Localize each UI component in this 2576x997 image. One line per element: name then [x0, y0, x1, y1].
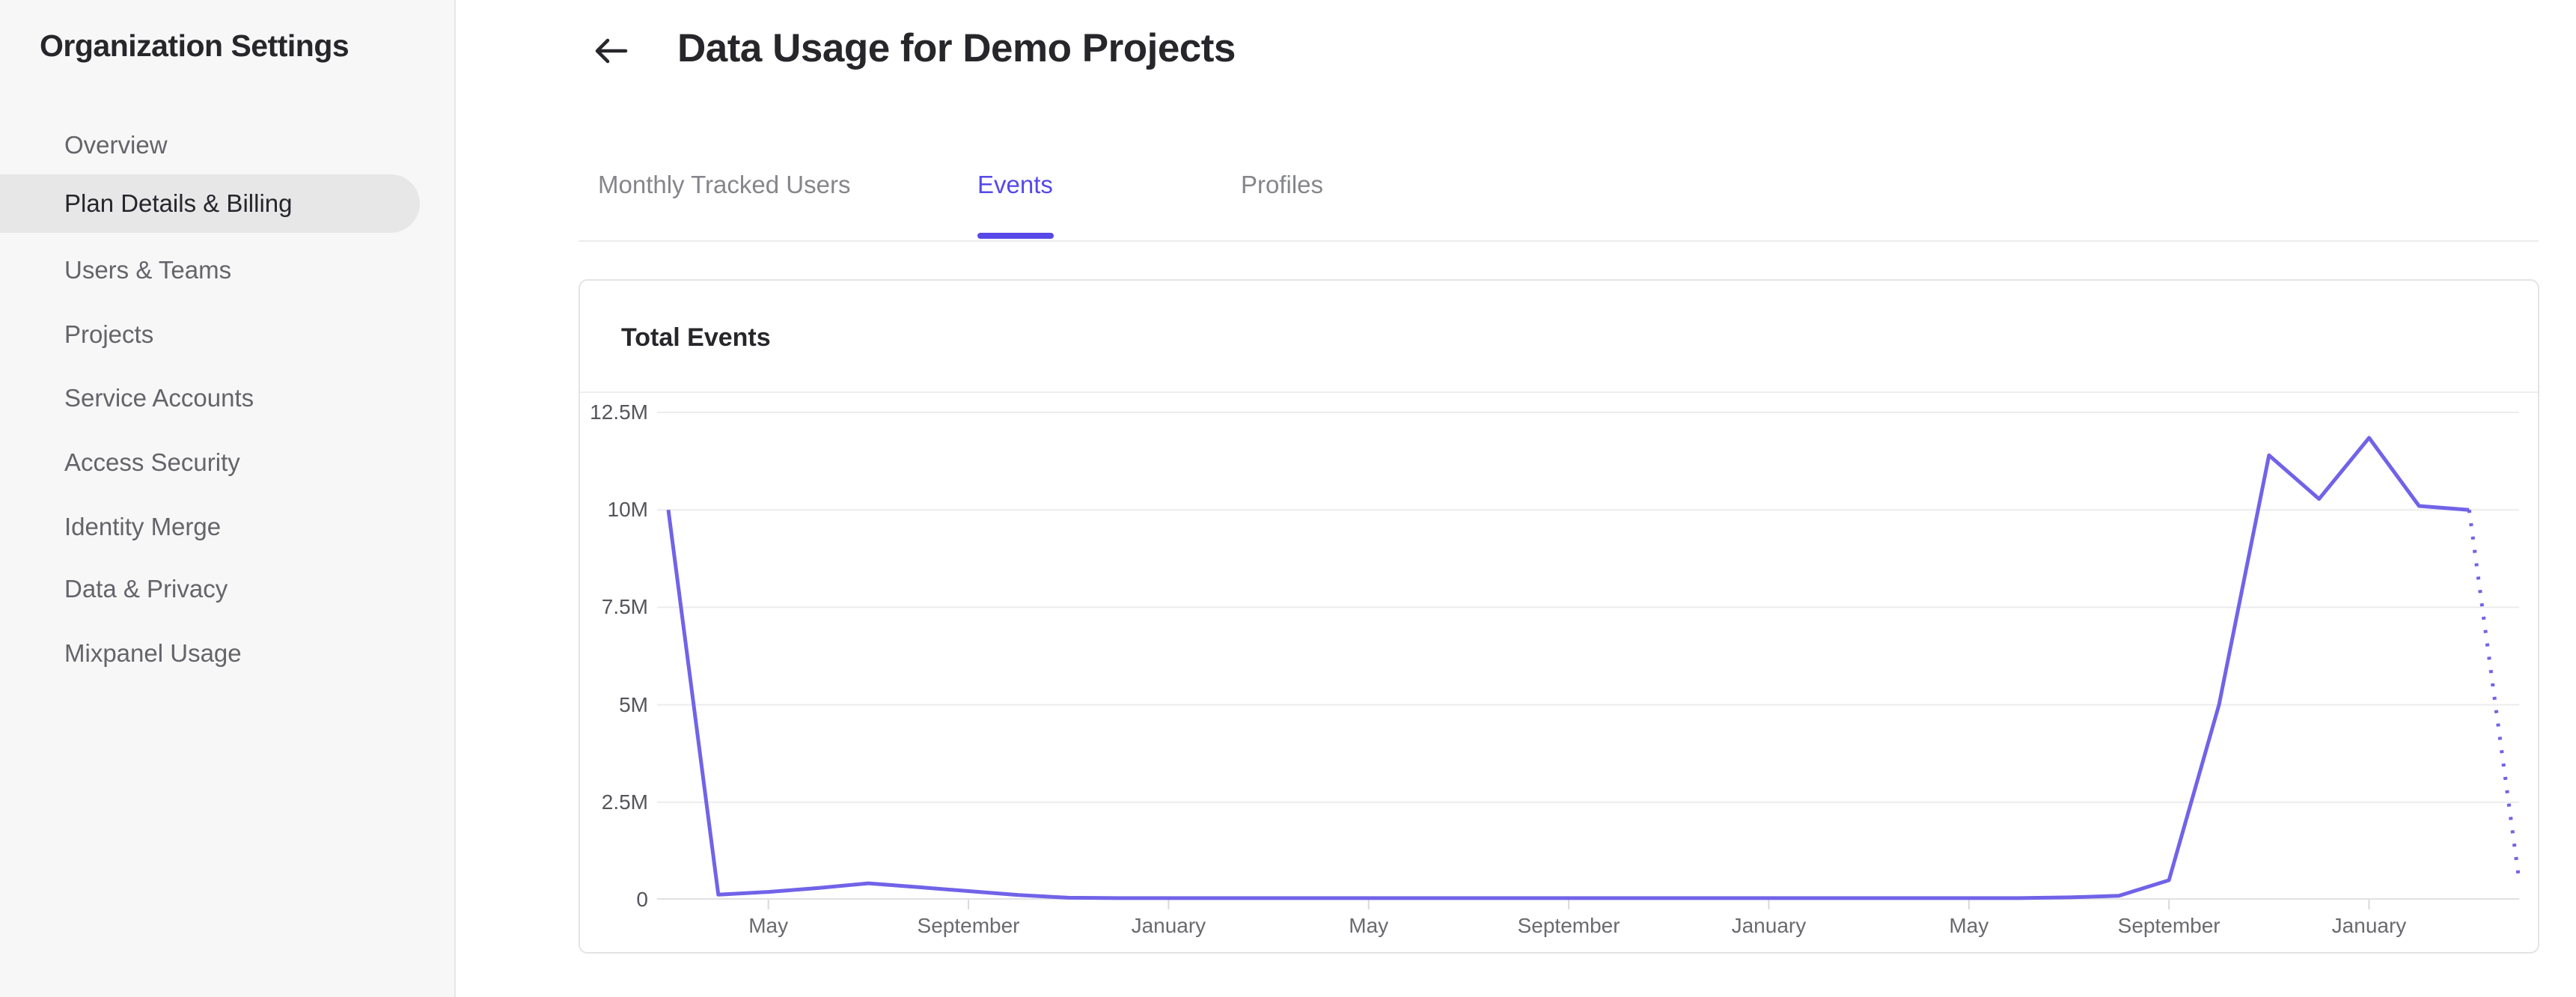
y-axis-label: 10M — [607, 498, 648, 522]
sidebar-item-service-accounts[interactable]: Service Accounts — [64, 384, 254, 412]
sidebar-title: Organization Settings — [40, 28, 350, 63]
sidebar-item-mixpanel-usage[interactable]: Mixpanel Usage — [64, 639, 242, 667]
card-title: Total Events — [621, 323, 771, 352]
sidebar-item-overview[interactable]: Overview — [64, 131, 168, 159]
sidebar-item-users-teams[interactable]: Users & Teams — [64, 256, 232, 284]
tab-events[interactable]: Events — [977, 168, 1053, 202]
card-divider — [580, 391, 2538, 393]
y-axis-label: 7.5M — [601, 595, 648, 619]
x-axis-label: May — [748, 914, 789, 937]
y-axis-label: 12.5M — [590, 400, 648, 424]
tab-profiles[interactable]: Profiles — [1241, 168, 1323, 202]
x-axis-label: May — [1349, 914, 1389, 937]
tab-monthly-tracked-users[interactable]: Monthly Tracked Users — [598, 168, 850, 202]
x-axis-label: September — [2117, 914, 2221, 937]
y-axis-label: 0 — [636, 888, 648, 911]
x-axis-label: September — [917, 914, 1020, 937]
sidebar-item-plan-details-billing[interactable]: Plan Details & Billing — [0, 174, 420, 233]
y-axis-label: 2.5M — [601, 790, 648, 814]
active-tab-indicator — [977, 233, 1054, 239]
back-button[interactable] — [590, 30, 632, 72]
total-events-card: Total Events — [579, 279, 2539, 954]
tab-bar-divider — [579, 240, 2539, 242]
sidebar-item-projects[interactable]: Projects — [64, 320, 154, 348]
sidebar-item-identity-merge[interactable]: Identity Merge — [64, 513, 222, 540]
arrow-left-icon — [595, 38, 628, 64]
x-axis-label: January — [1131, 914, 1206, 937]
events-line-chart[interactable] — [657, 412, 2521, 909]
sidebar-item-data-privacy[interactable]: Data & Privacy — [64, 575, 228, 603]
page-title: Data Usage for Demo Projects — [677, 26, 1236, 70]
sidebar: Organization Settings Overview Plan Detai… — [0, 0, 456, 997]
x-axis-label: January — [2331, 914, 2407, 937]
total-events-line-projected — [2467, 509, 2521, 881]
x-axis-label: January — [1731, 914, 1807, 937]
sidebar-item-access-security[interactable]: Access Security — [64, 448, 240, 476]
x-axis-label: May — [1949, 914, 1989, 937]
total-events-line — [666, 436, 2470, 900]
x-axis-label: September — [1517, 914, 1620, 937]
y-axis-label: 5M — [619, 692, 648, 716]
